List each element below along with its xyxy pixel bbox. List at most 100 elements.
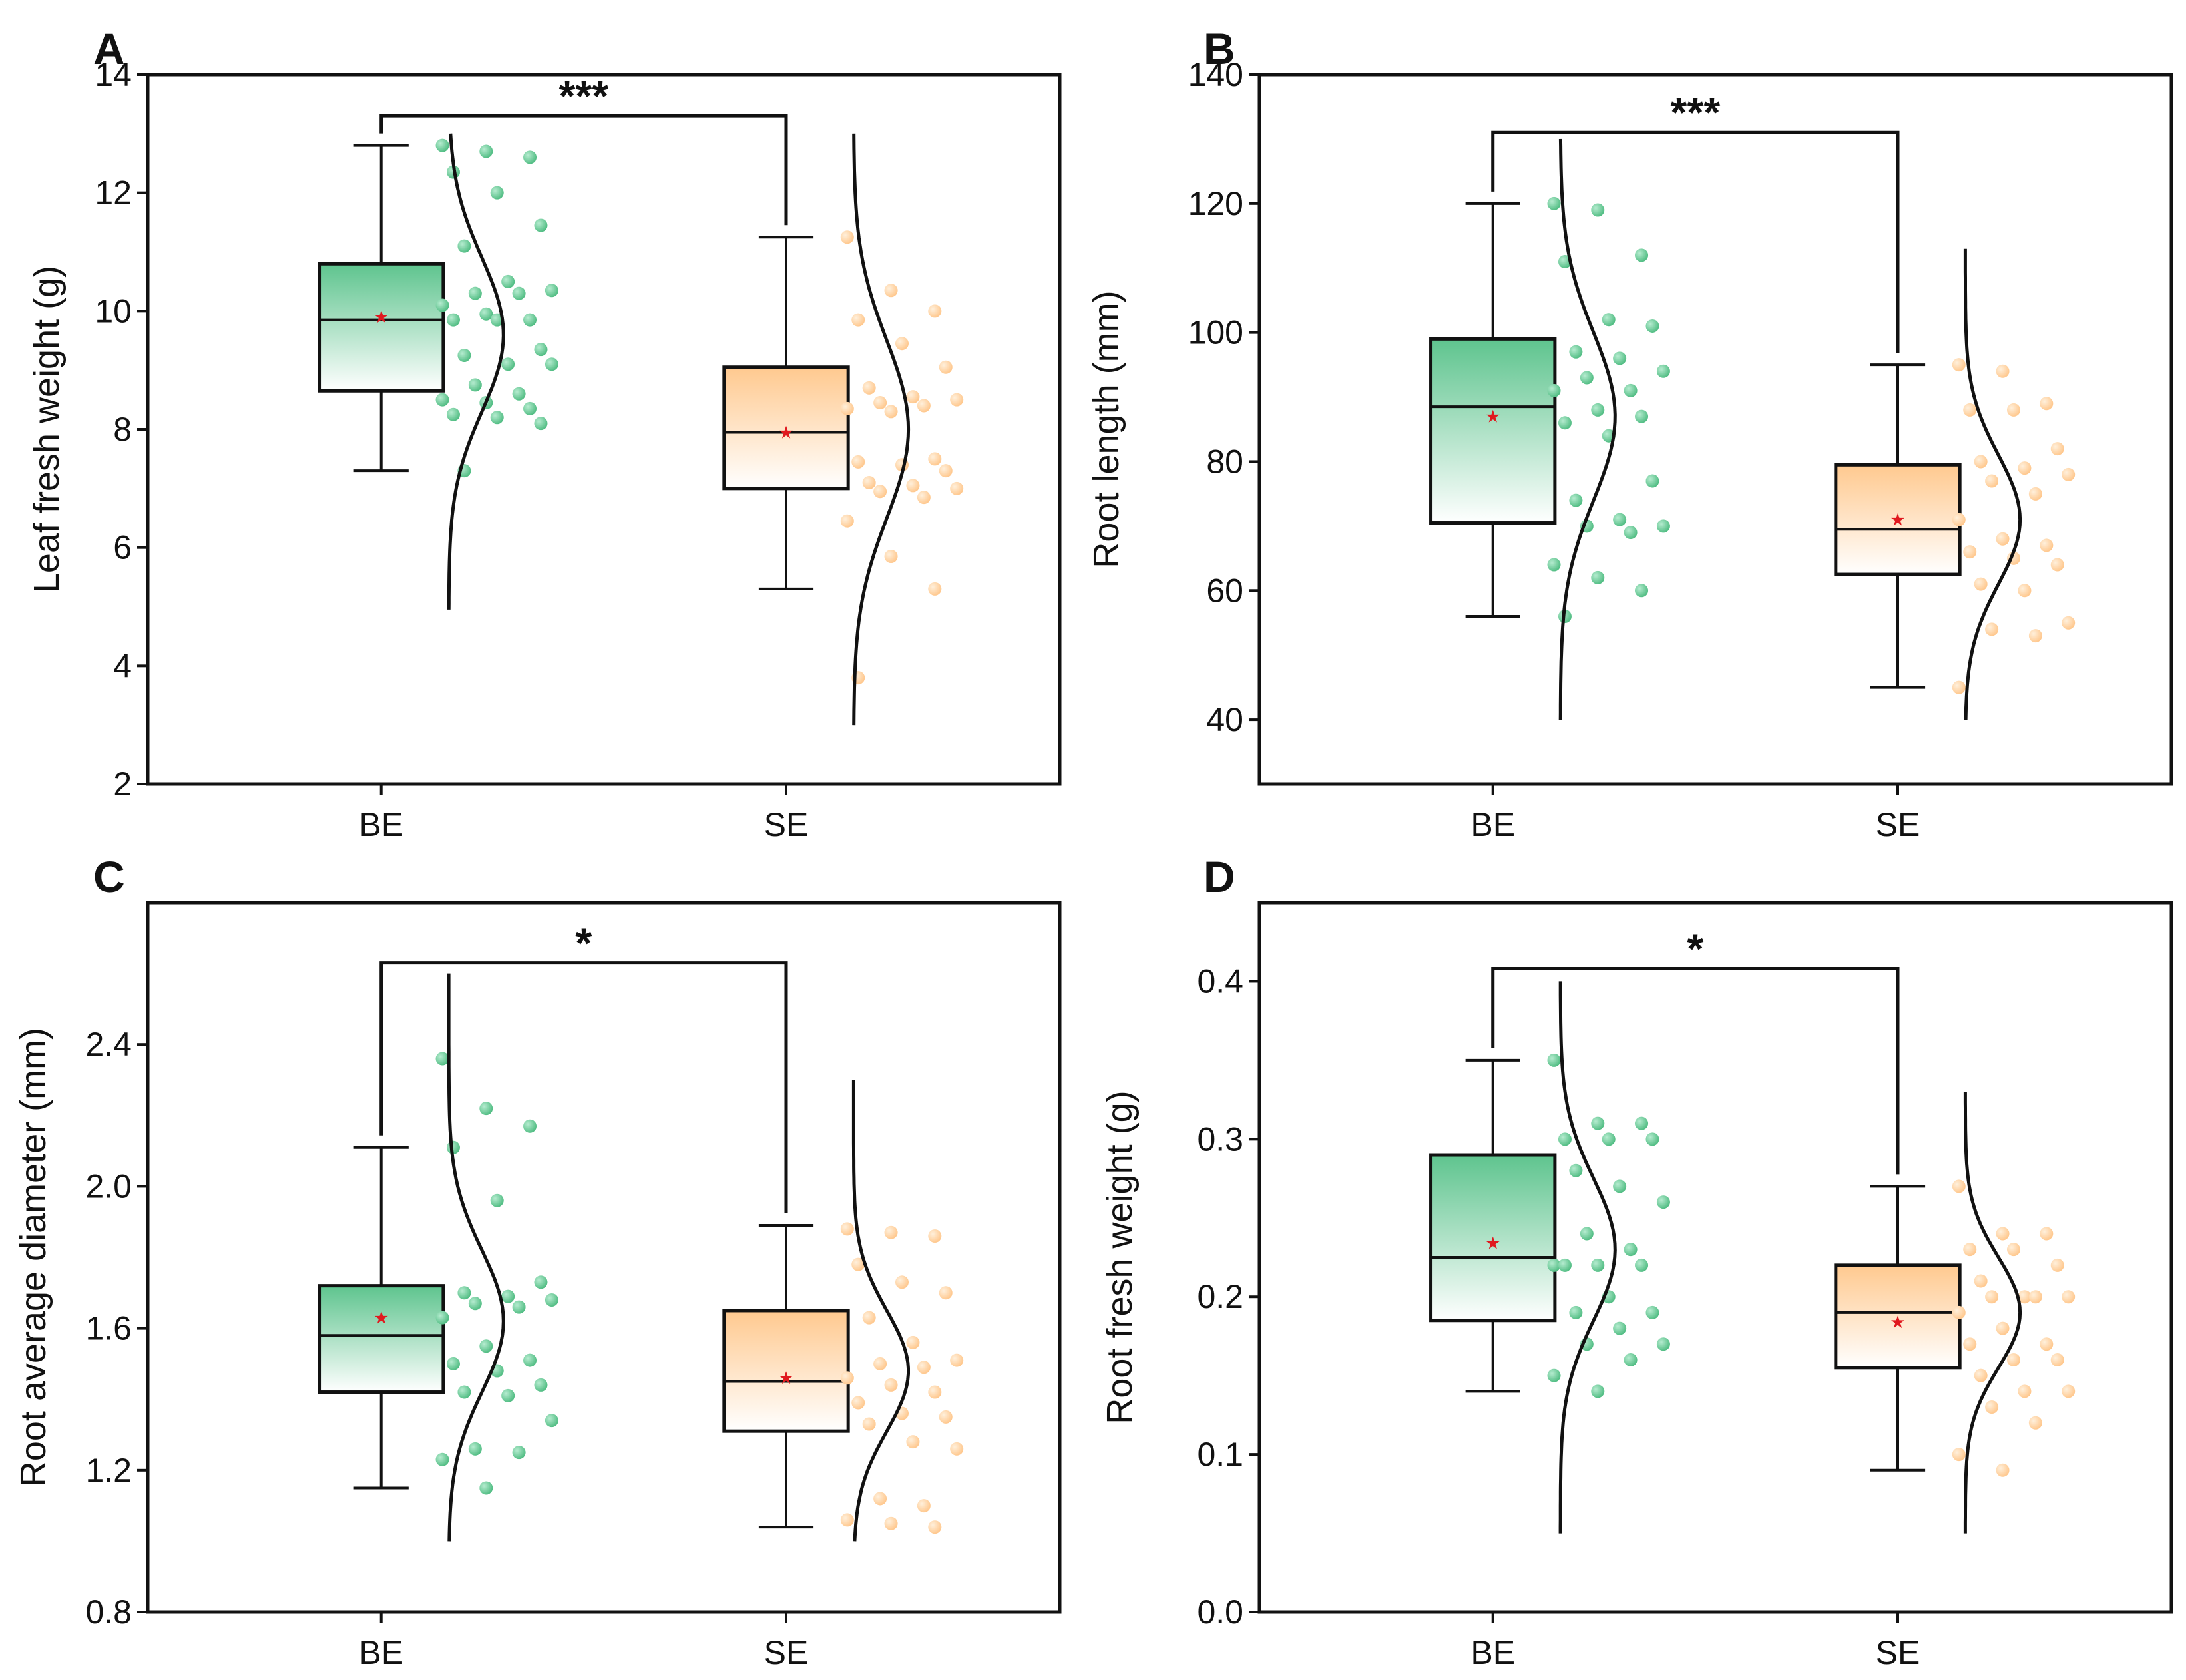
be-data-point (468, 378, 482, 392)
se-data-point (917, 491, 931, 505)
be-data-point (435, 1052, 449, 1066)
se-data-point (873, 1492, 887, 1506)
panel-letter: A (93, 24, 125, 73)
se-data-point (1952, 1448, 1966, 1462)
be-data-point (490, 411, 504, 425)
be-data-point (490, 1193, 504, 1207)
y-tick-label: 0.0 (1197, 1593, 1243, 1631)
se-data-point (2062, 1384, 2076, 1398)
se-box (722, 1309, 850, 1433)
be-data-point (545, 284, 558, 298)
se-data-point (939, 1286, 953, 1300)
se-data-point (851, 455, 865, 469)
be-data-point (468, 1442, 482, 1456)
y-tick-label: 0.4 (1197, 962, 1243, 1000)
be-data-point (1547, 1368, 1561, 1382)
se-data-point (2050, 558, 2064, 572)
y-tick-label: 14 (95, 56, 132, 93)
be-data-point (1547, 196, 1561, 210)
se-data-point (895, 1275, 909, 1289)
se-data-point (928, 452, 942, 466)
be-data-point (1558, 1258, 1572, 1272)
be-data-point (1591, 203, 1605, 217)
x-tick-label-be: BE (359, 1634, 403, 1671)
se-data-point (2006, 1353, 2020, 1366)
be-density-curve (447, 133, 505, 610)
se-density-curve (1963, 248, 2022, 720)
be-data-point (501, 1388, 515, 1402)
se-data-point (862, 1417, 876, 1431)
se-data-point (884, 405, 898, 419)
se-mean-marker: ★ (778, 422, 793, 442)
y-tick-label: 1.6 (85, 1310, 132, 1347)
y-axis-title: Leaf fresh weight (g) (27, 266, 67, 593)
be-data-point (1635, 1258, 1649, 1272)
be-data-point (512, 286, 526, 300)
be-density-curve (447, 973, 505, 1542)
y-tick-label: 8 (113, 411, 132, 448)
be-mean-marker: ★ (373, 1308, 389, 1328)
se-data-point (928, 582, 942, 596)
significance-label: * (575, 919, 592, 967)
be-data-point (1645, 1305, 1659, 1319)
y-tick-label: 140 (1188, 56, 1243, 93)
be-data-point (1558, 1132, 1572, 1146)
be-data-point (523, 1353, 537, 1367)
se-data-point (884, 1516, 898, 1530)
se-data-point (862, 1311, 876, 1325)
be-data-point (501, 357, 515, 371)
be-data-point (435, 298, 449, 312)
se-data-point (840, 1513, 854, 1527)
se-data-point (1974, 1368, 1988, 1382)
be-data-point (468, 1297, 482, 1311)
se-box (1834, 463, 1962, 576)
y-tick-label: 2 (113, 765, 132, 803)
se-data-point (950, 481, 964, 495)
plot-frame (146, 73, 1062, 786)
se-data-point (851, 1396, 865, 1410)
be-data-point (512, 1446, 526, 1460)
be-data-point (523, 401, 537, 415)
be-data-point (1613, 513, 1627, 526)
se-data-point (1952, 680, 1966, 694)
y-tick-label: 1.2 (85, 1452, 132, 1489)
y-tick-label: 6 (113, 529, 132, 566)
panel-c-root-average-diameter: C Root average diameter (mm) 0.8 1.2 1.6 2.0 2… (13, 852, 1062, 1671)
be-data-point (490, 186, 504, 200)
se-data-point (851, 1257, 865, 1271)
se-data-point (2040, 1227, 2054, 1241)
se-data-point (1996, 364, 2010, 378)
significance-label: *** (1671, 89, 1721, 136)
se-data-point (873, 1357, 887, 1370)
be-data-point (457, 1286, 471, 1300)
se-density-curve (851, 1080, 910, 1542)
be-data-point (1569, 345, 1583, 359)
be-density-curve (1558, 981, 1617, 1534)
be-data-point (457, 348, 471, 362)
se-data-point (862, 475, 876, 489)
be-data-point (1558, 416, 1572, 430)
be-data-point (1624, 526, 1638, 540)
se-data-point (1952, 513, 1966, 526)
se-data-point (2018, 461, 2032, 475)
y-tick-label: 2.0 (85, 1167, 132, 1205)
se-data-point (1952, 1305, 1966, 1319)
se-data-point (2040, 538, 2054, 552)
be-data-point (446, 407, 460, 421)
panel-letter: C (93, 852, 125, 901)
be-data-point (1547, 383, 1561, 397)
se-data-point (2062, 1290, 2076, 1304)
be-data-point (1645, 474, 1659, 488)
be-data-point (468, 286, 482, 300)
be-data-point (1547, 1258, 1561, 1272)
y-tick-label: 100 (1188, 314, 1243, 351)
se-data-point (950, 1442, 964, 1456)
se-data-point (884, 1378, 898, 1392)
be-data-point (534, 343, 548, 357)
se-data-point (2040, 397, 2054, 411)
se-data-point (939, 1410, 953, 1424)
se-data-point (1952, 358, 1966, 372)
se-data-point (2028, 487, 2042, 501)
be-data-point (501, 274, 515, 288)
se-data-point (2006, 1243, 2020, 1257)
